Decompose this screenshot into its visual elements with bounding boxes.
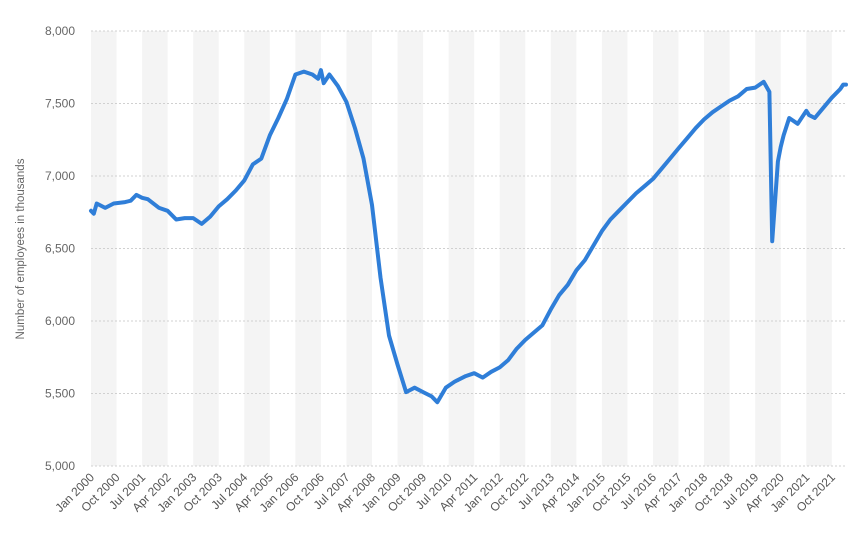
y-tick-label: 5,000 [45, 459, 75, 473]
band [652, 31, 679, 466]
band [397, 31, 424, 466]
band [193, 31, 219, 466]
y-tick-label: 6,000 [45, 314, 75, 328]
y-tick-label: 5,500 [45, 387, 75, 401]
y-axis-title: Number of employees in thousands [15, 158, 27, 339]
y-tick-label: 7,000 [45, 169, 75, 183]
grid-lines [91, 30, 846, 467]
series-line [89, 68, 848, 405]
y-tick-label: 8,000 [45, 24, 75, 38]
y-tick-label: 6,500 [45, 242, 75, 256]
y-tick-label: 7,500 [45, 97, 75, 111]
y-axis: 5,000 5,500 6,000 6,500 7,000 7,500 8,000 [45, 24, 75, 473]
